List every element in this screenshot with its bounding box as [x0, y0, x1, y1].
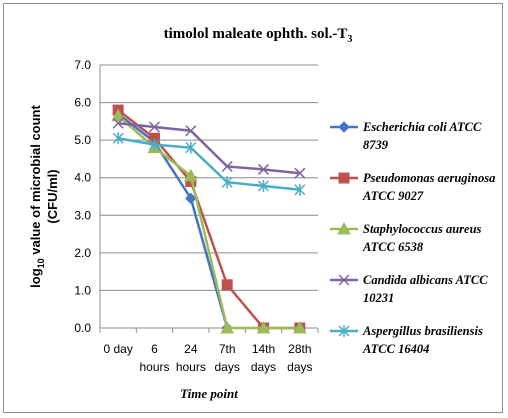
x-tick-label: 7th	[219, 342, 236, 356]
y-tick-label: 5.0	[74, 133, 91, 147]
chart-title: timolol maleate ophth. sol.-T3	[164, 26, 353, 45]
y-tick-label: 7.0	[74, 58, 91, 72]
legend-item-4: Aspergillus brasiliensis ATCC 16404	[330, 324, 483, 356]
series-3	[112, 117, 306, 179]
data-point	[257, 163, 270, 175]
y-tick-label: 3.0	[74, 208, 91, 222]
data-point	[185, 141, 197, 154]
legend-label: Pseudomonas aeruginosa	[363, 171, 495, 185]
legend-label: ATCC 9027	[362, 189, 424, 203]
x-tick-label: 6	[151, 342, 158, 356]
legend-label: Aspergillus brasiliensis	[362, 324, 483, 338]
data-point	[294, 167, 306, 179]
data-point	[148, 121, 161, 133]
legend-item-2: Staphylococcus aureus ATCC 6538	[330, 221, 482, 254]
y-tick-label: 2.0	[74, 246, 91, 260]
data-point	[183, 168, 198, 182]
y-axis-title: log10 value of microbial count (CFU/ml)	[28, 105, 60, 288]
y-tick-label: 0.0	[74, 321, 91, 335]
legend-label: Staphylococcus aureus	[363, 222, 482, 236]
series-1	[112, 104, 306, 334]
data-point	[185, 125, 197, 137]
legend-item-1: Pseudomonas aeruginosa ATCC 9027	[330, 171, 495, 203]
x-tick-label: 0 day	[103, 342, 132, 356]
y-tick-label: 6.0	[74, 96, 91, 110]
legend-marker	[338, 172, 350, 184]
data-point	[148, 138, 161, 151]
data-point	[111, 108, 126, 122]
legend-item-3: Candida albicans ATCC 10231	[330, 273, 488, 305]
series-0	[112, 108, 233, 334]
data-point	[220, 320, 235, 334]
legend-label: Candida albicans ATCC	[363, 273, 488, 287]
legend-marker	[337, 221, 351, 235]
x-tick-label: 24	[184, 342, 198, 356]
series-4	[112, 132, 306, 196]
legend-label: ATCC 16404	[362, 342, 429, 356]
y-axis-title-line1: log10 value of microbial count	[28, 105, 46, 288]
legend-marker	[338, 121, 350, 133]
legend-label: 10231	[363, 291, 394, 305]
legend-item-0: Escherichia coli ATCC 8739	[330, 120, 482, 152]
data-point	[221, 279, 233, 291]
legend-label: Escherichia coli ATCC	[362, 120, 482, 134]
series-line	[118, 121, 300, 175]
data-point	[112, 117, 124, 129]
legend-marker	[338, 274, 350, 286]
data-point	[185, 192, 197, 205]
data-point	[221, 160, 233, 172]
series-line	[117, 137, 300, 191]
data-point	[221, 176, 233, 189]
data-point	[257, 179, 270, 192]
x-axis-title: Time point	[180, 386, 238, 401]
data-point	[256, 320, 271, 334]
y-tick-label: 4.0	[74, 171, 91, 185]
legend-label: 8739	[363, 138, 389, 152]
x-tick-label: 14th	[252, 342, 275, 356]
x-tick-label: hours	[176, 360, 206, 374]
x-tick-label: hours	[139, 360, 169, 374]
legend-marker	[338, 325, 350, 337]
data-point	[292, 320, 307, 334]
x-tick-label: days	[287, 360, 312, 374]
y-tick-label: 1.0	[74, 283, 91, 297]
series-line	[117, 112, 229, 329]
y-axis-title-line2: (CFU/ml)	[45, 169, 60, 223]
chart-frame	[3, 3, 503, 413]
x-tick-label: days	[214, 360, 239, 374]
data-point	[294, 183, 306, 196]
data-point	[112, 132, 124, 145]
legend-label: ATCC 6538	[362, 240, 424, 254]
x-tick-label: days	[251, 360, 276, 374]
x-tick-label: 28th	[288, 342, 311, 356]
